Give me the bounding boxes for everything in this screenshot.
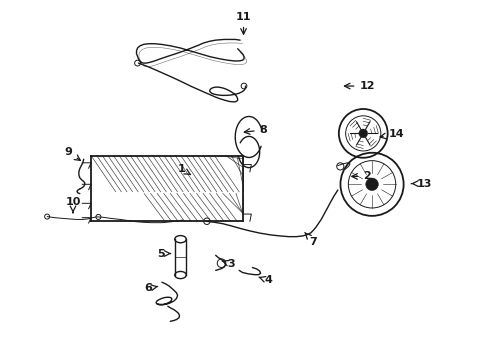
Text: 7: 7 — [305, 233, 318, 247]
Ellipse shape — [359, 129, 368, 138]
Text: 9: 9 — [64, 147, 80, 161]
Ellipse shape — [366, 178, 378, 190]
Text: 13: 13 — [412, 179, 433, 189]
Text: 5: 5 — [157, 248, 171, 258]
Text: 14: 14 — [380, 129, 404, 139]
Text: 4: 4 — [259, 275, 272, 285]
Text: 12: 12 — [344, 81, 375, 91]
Text: 10: 10 — [65, 197, 81, 213]
Text: 6: 6 — [145, 283, 158, 293]
Text: 3: 3 — [222, 259, 235, 269]
Text: 1: 1 — [177, 164, 191, 175]
Text: 8: 8 — [244, 125, 268, 135]
Text: 2: 2 — [352, 171, 371, 181]
Text: 11: 11 — [236, 12, 251, 34]
